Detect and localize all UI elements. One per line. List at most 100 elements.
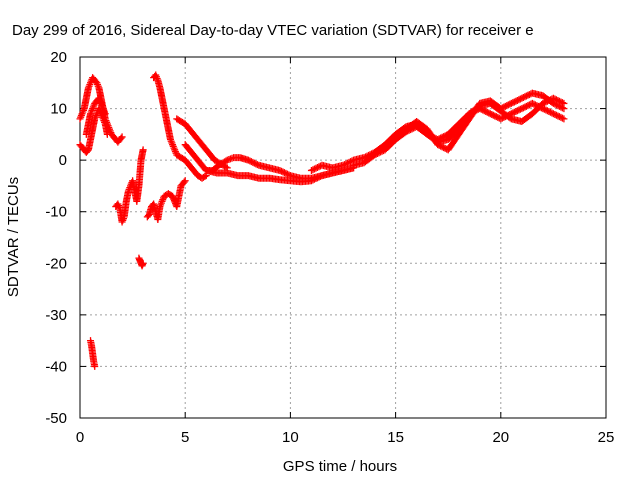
x-tick-label: 20 xyxy=(492,429,509,446)
data-point xyxy=(345,158,353,166)
data-point xyxy=(510,108,518,116)
data-point xyxy=(557,113,565,121)
data-point xyxy=(539,99,547,107)
data-point xyxy=(404,127,412,135)
data-point xyxy=(542,106,550,114)
data-points xyxy=(76,71,568,370)
data-point xyxy=(504,101,512,109)
data-point xyxy=(557,98,565,106)
data-point xyxy=(485,109,493,117)
y-tick-label: 0 xyxy=(59,152,67,169)
data-point xyxy=(282,169,290,177)
data-point xyxy=(440,144,448,152)
data-point xyxy=(222,163,230,171)
data-point xyxy=(309,176,317,184)
data-point xyxy=(246,157,254,165)
data-point xyxy=(313,164,321,172)
data-point xyxy=(549,110,557,118)
data-point xyxy=(542,98,550,106)
data-point xyxy=(279,168,287,176)
data-point xyxy=(283,170,291,178)
data-point xyxy=(276,166,284,174)
y-axis-label: SDTVAR / TECUs xyxy=(5,177,22,297)
data-point xyxy=(483,108,491,116)
data-point xyxy=(560,115,568,123)
data-point xyxy=(91,362,99,370)
data-point xyxy=(554,112,562,120)
data-point xyxy=(522,92,530,100)
data-point xyxy=(521,103,529,111)
data-point xyxy=(312,175,320,183)
data-point xyxy=(310,165,318,173)
x-tick-label: 15 xyxy=(387,429,404,446)
data-point xyxy=(486,110,494,118)
data-point xyxy=(315,173,323,181)
data-point xyxy=(497,115,505,123)
data-point xyxy=(516,105,524,113)
data-point xyxy=(501,102,509,110)
data-point xyxy=(509,99,517,107)
data-point xyxy=(555,97,563,105)
data-point xyxy=(315,163,323,171)
data-point xyxy=(491,112,499,120)
data-point xyxy=(548,109,556,117)
x-tick-label: 10 xyxy=(282,429,299,446)
data-point xyxy=(558,114,566,122)
data-point xyxy=(119,216,127,224)
data-point xyxy=(342,160,350,168)
data-point xyxy=(513,96,521,104)
data-point xyxy=(546,108,554,116)
data-point xyxy=(551,95,559,103)
y-tick-label: -10 xyxy=(45,204,67,221)
data-point xyxy=(552,111,560,119)
data-point xyxy=(524,102,532,110)
data-point xyxy=(540,105,548,113)
data-point xyxy=(525,91,533,99)
data-point xyxy=(500,103,508,111)
data-point xyxy=(408,125,416,133)
data-point xyxy=(555,113,563,121)
y-tick-label: 20 xyxy=(50,49,67,66)
x-axis-label: GPS time / hours xyxy=(283,458,397,475)
data-point xyxy=(377,148,385,156)
data-point xyxy=(405,126,413,134)
data-point xyxy=(307,166,315,174)
x-tick-label: 25 xyxy=(598,429,615,446)
data-point xyxy=(506,100,514,108)
data-point xyxy=(546,96,554,104)
plot-frame xyxy=(79,56,607,419)
data-point xyxy=(545,96,553,104)
data-point xyxy=(101,110,109,118)
x-tick-label: 0 xyxy=(76,429,84,446)
data-point xyxy=(554,96,562,104)
data-point xyxy=(560,99,568,107)
data-point xyxy=(139,259,147,267)
data-point xyxy=(510,98,518,106)
data-point xyxy=(540,99,548,107)
y-tick-label: -50 xyxy=(45,410,67,427)
data-point xyxy=(249,158,257,166)
data-point xyxy=(530,100,538,108)
data-point xyxy=(518,105,526,113)
data-point xyxy=(509,109,517,117)
data-point xyxy=(341,161,349,169)
data-point xyxy=(528,99,536,107)
data-point xyxy=(280,169,288,177)
data-point xyxy=(503,102,511,110)
data-point xyxy=(313,174,321,182)
grid-lines xyxy=(80,57,606,418)
data-point xyxy=(103,130,111,138)
data-point xyxy=(201,172,209,180)
data-point xyxy=(344,159,352,167)
data-point xyxy=(516,95,524,103)
data-point xyxy=(494,113,502,121)
y-tick-label: 10 xyxy=(50,101,67,118)
data-point xyxy=(519,94,527,102)
chart-title: Day 299 of 2016, Sidereal Day-to-day VTE… xyxy=(12,22,534,39)
data-point xyxy=(372,150,380,158)
data-point xyxy=(438,143,446,151)
x-tick-label: 5 xyxy=(181,429,189,446)
data-point xyxy=(307,177,315,185)
data-point xyxy=(515,106,523,114)
